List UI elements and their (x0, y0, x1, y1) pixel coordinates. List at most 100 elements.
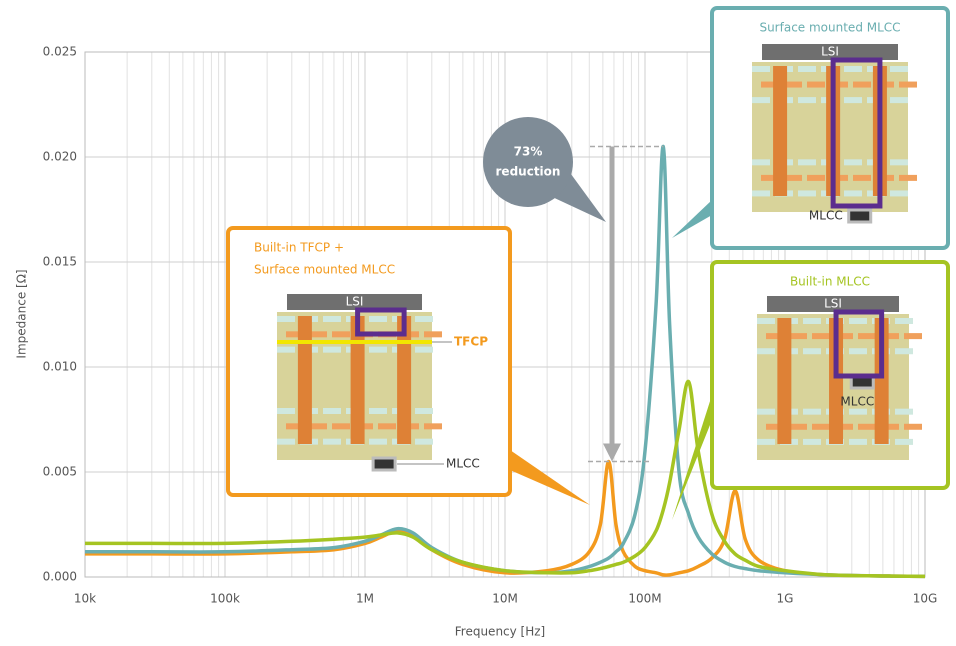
pad (424, 331, 442, 337)
film-label: TFCP (454, 335, 488, 349)
y-tick-label: 0.005 (43, 465, 77, 479)
pad (415, 316, 433, 322)
cross-section: LSI MLCC (757, 296, 922, 460)
pad (378, 423, 396, 429)
pad (904, 333, 922, 339)
pad (277, 347, 295, 353)
pad (798, 97, 816, 103)
pad (757, 439, 775, 445)
callout-title: Built-in TFCP + (254, 241, 344, 255)
callout-pointer (510, 450, 590, 505)
pad (752, 190, 770, 196)
reduction-percent: 73% (514, 145, 543, 159)
pad (858, 424, 876, 430)
capacitor-label: MLCC (809, 209, 843, 223)
pad (844, 97, 862, 103)
pad (844, 190, 862, 196)
pad (844, 66, 862, 72)
pad (890, 97, 908, 103)
pad (752, 66, 770, 72)
capacitor-label: MLCC (446, 457, 480, 471)
cross-section: LSI MLCC (752, 44, 917, 223)
pad (803, 409, 821, 415)
x-axis-label: Frequency [Hz] (455, 625, 546, 639)
via (773, 66, 787, 196)
callout-title: Surface mounted MLCC (254, 263, 395, 277)
pad (789, 333, 807, 339)
pad (277, 439, 295, 445)
pad (277, 408, 295, 414)
pad (890, 159, 908, 165)
pad (752, 159, 770, 165)
pad (323, 316, 341, 322)
reduction-bubble (483, 117, 573, 207)
capacitor-label: MLCC (840, 395, 874, 409)
y-tick-label: 0.015 (43, 255, 77, 269)
pad (415, 347, 433, 353)
pad (803, 348, 821, 354)
pad (757, 409, 775, 415)
x-tick-label: 100k (210, 592, 240, 606)
pad (853, 82, 871, 88)
pad (812, 424, 830, 430)
pad (323, 347, 341, 353)
x-tick-label: 1G (777, 592, 794, 606)
x-tick-label: 10M (492, 592, 518, 606)
pad (798, 190, 816, 196)
chip-label: LSI (346, 295, 364, 309)
pad (803, 439, 821, 445)
x-tick-label: 10G (913, 592, 938, 606)
pad (904, 424, 922, 430)
pad (899, 82, 917, 88)
reduction-text: reduction (496, 165, 561, 179)
pad (807, 82, 825, 88)
pad (849, 409, 867, 415)
pad (895, 439, 913, 445)
pad (849, 318, 867, 324)
pad (323, 408, 341, 414)
pad (415, 439, 433, 445)
y-tick-label: 0.010 (43, 360, 77, 374)
pad (757, 348, 775, 354)
pad (803, 318, 821, 324)
pad (895, 409, 913, 415)
pad (332, 331, 350, 337)
y-tick-label: 0.020 (43, 150, 77, 164)
callout-pointer (672, 200, 712, 238)
capacitor (849, 210, 871, 222)
callout-title: Built-in MLCC (790, 275, 870, 289)
annotations: 73% reduction Surface mounted MLCC LSI MLCC B… (228, 8, 948, 520)
film (277, 340, 432, 344)
chip-label: LSI (824, 297, 842, 311)
pad (798, 66, 816, 72)
x-tick-label: 10k (74, 592, 96, 606)
pad (807, 175, 825, 181)
pad (757, 318, 775, 324)
pad (332, 423, 350, 429)
pad (369, 347, 387, 353)
pad (798, 159, 816, 165)
via (777, 318, 791, 444)
pad (849, 439, 867, 445)
pad (369, 439, 387, 445)
x-tick-label: 1M (356, 592, 374, 606)
arrow-head (603, 444, 621, 462)
callout-title: Surface mounted MLCC (759, 21, 900, 35)
y-tick-label: 0.000 (43, 570, 77, 584)
y-axis-label: Impedance [Ω] (15, 269, 29, 358)
pad (277, 316, 295, 322)
pad (849, 348, 867, 354)
pad (369, 408, 387, 414)
pad (890, 190, 908, 196)
via (298, 316, 312, 444)
chart: 10k100k1M10M100M1G10G0.0000.0050.0100.01… (0, 0, 956, 646)
pad (895, 348, 913, 354)
pad (895, 318, 913, 324)
pad (369, 316, 387, 322)
y-tick-label: 0.025 (43, 45, 77, 59)
pad (844, 159, 862, 165)
pad (415, 408, 433, 414)
pad (812, 333, 830, 339)
chip-label: LSI (821, 45, 839, 59)
pad (323, 439, 341, 445)
